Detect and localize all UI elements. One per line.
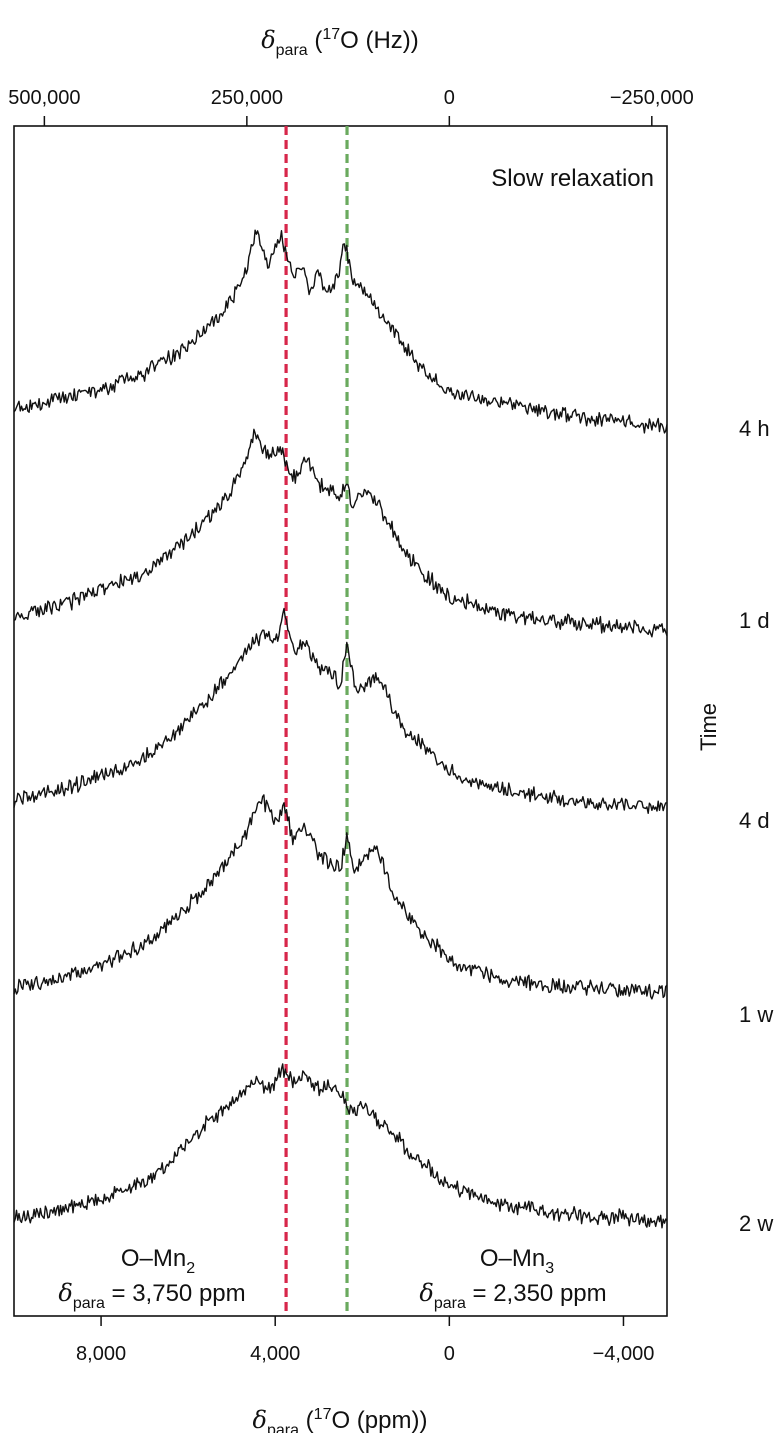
svg-text:δpara = 2,350 ppm: δpara = 2,350 ppm <box>419 1279 606 1312</box>
y-axis-title: Time <box>696 703 721 751</box>
trace-4-d <box>13 607 668 814</box>
panel-label: Slow relaxation <box>491 165 654 192</box>
top-axis-title: δpara (17O (Hz)) <box>261 26 419 59</box>
annotation-o-mn2: O–Mn2 δpara = 3,750 ppm <box>58 1245 245 1312</box>
svg-text:O–Mn3: O–Mn3 <box>480 1245 554 1277</box>
bottom-tick-label: 8,000 <box>76 1343 126 1365</box>
time-label-1-d: 1 d <box>739 608 770 633</box>
bottom-tick-label: 0 <box>444 1343 455 1365</box>
top-axis-ticks: 500,000 250,000 0 −250,000 <box>8 87 694 126</box>
svg-text:O–Mn2: O–Mn2 <box>121 1245 195 1277</box>
spectrum-traces <box>13 229 668 1229</box>
time-label-1-w: 1 w <box>739 1002 773 1027</box>
reference-lines <box>284 126 349 1316</box>
time-label-4-h: 4 h <box>739 416 770 441</box>
time-label-2-w: 2 w <box>739 1211 773 1236</box>
annotation-o-mn3-site: O–Mn <box>480 1245 545 1272</box>
annotation-o-mn3: O–Mn3 δpara = 2,350 ppm <box>419 1245 606 1312</box>
trace-2-w <box>13 1063 668 1229</box>
annotation-o-mn2-site: O–Mn <box>121 1245 186 1272</box>
svg-text:δpara = 3,750 ppm: δpara = 3,750 ppm <box>58 1279 245 1312</box>
bottom-tick-label: 4,000 <box>250 1343 300 1365</box>
annotation-o-mn2-value: = 3,750 ppm <box>105 1280 246 1307</box>
trace-1-d <box>13 428 668 638</box>
time-label-4-d: 4 d <box>739 808 770 833</box>
trace-1-w <box>13 794 668 1000</box>
trace-4-h <box>13 229 668 434</box>
plot-frame <box>13 125 668 1317</box>
top-tick-label: 0 <box>444 87 455 109</box>
top-tick-label: 500,000 <box>8 87 80 109</box>
time-labels: 4 h 1 d 4 d 1 w 2 w <box>739 416 773 1236</box>
bottom-axis-ticks: 8,000 4,000 0 −4,000 <box>76 1316 654 1365</box>
top-tick-label: −250,000 <box>610 87 694 109</box>
top-tick-label: 250,000 <box>211 87 283 109</box>
bottom-axis-title: δpara (17O (ppm)) <box>253 1406 428 1433</box>
bottom-tick-label: −4,000 <box>593 1343 655 1365</box>
annotation-o-mn3-value: = 2,350 ppm <box>466 1280 607 1307</box>
